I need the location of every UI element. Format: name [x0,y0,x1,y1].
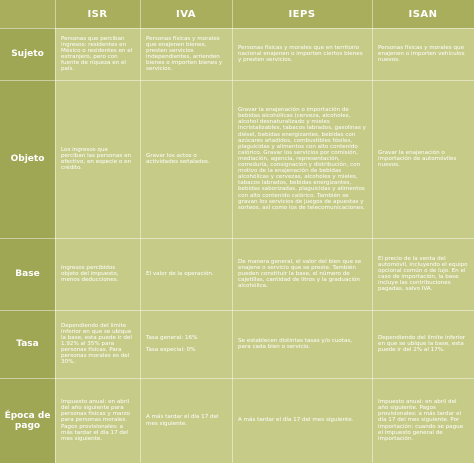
separator [140,0,141,463]
cell-text: De manera general, el valor del bien que… [238,258,362,290]
column-header: IEPS [232,0,372,28]
cell-text: El precio de la venta del automóvil, inc… [378,255,468,293]
cell-text: ISR [87,8,108,20]
cell-text: Gravar los actos o actividades señalados… [146,152,210,165]
row-header: Tasa [0,310,55,378]
table-cell: Tasa general: 16% Tasa especial: 0% [140,310,232,378]
separator [372,0,373,463]
cell-text: Gravar la enajenación o importación de b… [238,107,366,211]
cell-text: Personas físicas y morales que enajenen … [146,35,223,73]
row-header: Sujeto [0,28,55,80]
table-cell: Dependiendo del límite inferior en que s… [372,310,474,378]
column-header: ISR [55,0,140,28]
table-cell: Dependiendo del límite inferior en que s… [55,310,140,378]
header-corner [0,0,55,28]
table-cell: A más tardar el día 17 del mes siguiente… [232,378,372,463]
separator [0,310,474,311]
row-header: Base [0,238,55,310]
table-cell: El valor de la operación. [140,238,232,310]
table-cell: Ingresos percibidos objeto del impuesto,… [55,238,140,310]
table-cell: Se establecen distintas tasas y/o cuotas… [232,310,372,378]
cell-text: Impuesto anual: en abril del año siguien… [61,399,131,442]
table-cell: Impuesto anual: en abril del año siguien… [372,378,474,463]
table-cell: Personas físicas y morales que enajenen … [140,28,232,80]
table-cell: Impuesto anual: en abril del año siguien… [55,378,140,463]
cell-text: Dependiendo del límite inferior en que s… [378,334,466,354]
cell-text: Gravar la enajenación o importación de a… [378,149,457,169]
cell-text: Tasa general: 16% Tasa especial: 0% [146,334,198,354]
cell-text: IEPS [288,8,316,20]
separator [0,378,474,379]
row-header: Objeto [0,80,55,238]
table-cell: Los ingresos que perciban las personas e… [55,80,140,238]
cell-text: Objeto [10,154,45,164]
cell-text: Los ingresos que perciban las personas e… [61,146,132,172]
cell-text: Época de pago [4,410,51,431]
table-cell: Gravar los actos o actividades señalados… [140,80,232,238]
cell-text: Personas físicas y morales que en territ… [238,44,363,64]
separator [0,80,474,81]
cell-text: Impuesto anual: en abril del año siguien… [378,399,464,442]
cell-text: Ingresos percibidos objeto del impuesto,… [61,264,119,284]
cell-text: Se establecen distintas tasas y/o cuotas… [238,337,353,350]
column-header: IVA [140,0,232,28]
cell-text: Dependiendo del límite inferior en que s… [61,322,132,366]
table-cell: Personas que perciban ingresos: resident… [55,28,140,80]
column-header: ISAN [372,0,474,28]
cell-text: A más tardar el día 17 del mes siguiente… [238,417,354,424]
table-cell: El precio de la venta del automóvil, inc… [372,238,474,310]
cell-text: Sujeto [11,49,44,59]
cell-text: El valor de la operación. [146,270,214,277]
cell-text: Tasa [16,339,39,349]
table-cell: A más tardar el día 17 del mes siguiente… [140,378,232,463]
separator [55,0,56,463]
cell-text: A más tardar el día 17 del mes siguiente… [146,414,219,427]
table-cell: Personas físicas y morales que enajenen … [372,28,474,80]
cell-text: Base [15,269,40,279]
separator [0,238,474,239]
table-cell: Gravar la enajenación o importación de b… [232,80,372,238]
table-cell: Personas físicas y morales que en territ… [232,28,372,80]
row-header: Época de pago [0,378,55,463]
cell-text: Personas físicas y morales que enajenen … [378,44,465,64]
separator [232,0,233,463]
cell-text: ISAN [408,8,438,20]
table-cell: Gravar la enajenación o importación de a… [372,80,474,238]
separator [0,28,474,29]
table-cell: De manera general, el valor del bien que… [232,238,372,310]
cell-text: Personas que perciban ingresos: resident… [61,35,133,73]
cell-text: IVA [175,8,197,20]
